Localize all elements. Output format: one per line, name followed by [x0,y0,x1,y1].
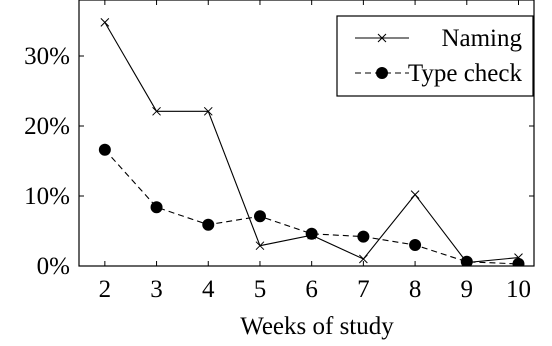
x-tick-label: 3 [150,276,163,303]
data-point-stroke [377,33,387,43]
legend-box [336,15,534,97]
legend: Naming Type check [336,15,534,97]
y-tick-label: 0% [37,253,70,280]
x-tick-label: 7 [357,276,370,303]
data-point [376,67,388,79]
y-tick-label: 30% [24,43,70,70]
data-point-stroke [359,254,368,264]
x-tick-label: 6 [305,276,318,303]
data-point [460,255,473,266]
x-tick-label: 10 [506,276,531,303]
data-point-stroke [410,190,420,199]
y-tick-label: 10% [24,183,70,210]
data-point [305,227,318,240]
legend-label: Type check [408,60,523,87]
x-tick-label: 8 [409,276,422,303]
x-tick-label: 9 [461,276,474,303]
plot-area-frame [78,0,535,267]
data-point-stroke [100,18,110,27]
data-point [202,218,215,231]
data-point [409,239,422,251]
x-tick-label: 5 [254,276,267,303]
data-point [255,241,265,251]
data-point [377,33,387,43]
plot-layer [98,18,525,266]
x-axis-label: Weeks of study [240,313,394,340]
axes-layer: 0% 10% 20% 30% 2 3 4 5 6 7 8 9 10 [24,0,535,303]
data-point [357,230,370,243]
series-line [104,149,519,265]
data-point [410,190,420,199]
data-point [359,254,368,264]
data-point [100,18,110,27]
data-point [203,106,213,116]
data-point-stroke [203,106,213,116]
data-point [152,106,161,116]
series-type-check [98,143,525,266]
y-tick-label: 20% [24,113,70,140]
data-point-stroke [255,241,265,251]
legend-label: Naming [441,25,522,52]
data-point [98,143,111,156]
data-point [150,201,163,214]
x-tick-label: 2 [99,276,112,303]
x-tick-label: 4 [202,276,215,303]
data-point-stroke [152,106,161,116]
data-point [253,210,266,223]
